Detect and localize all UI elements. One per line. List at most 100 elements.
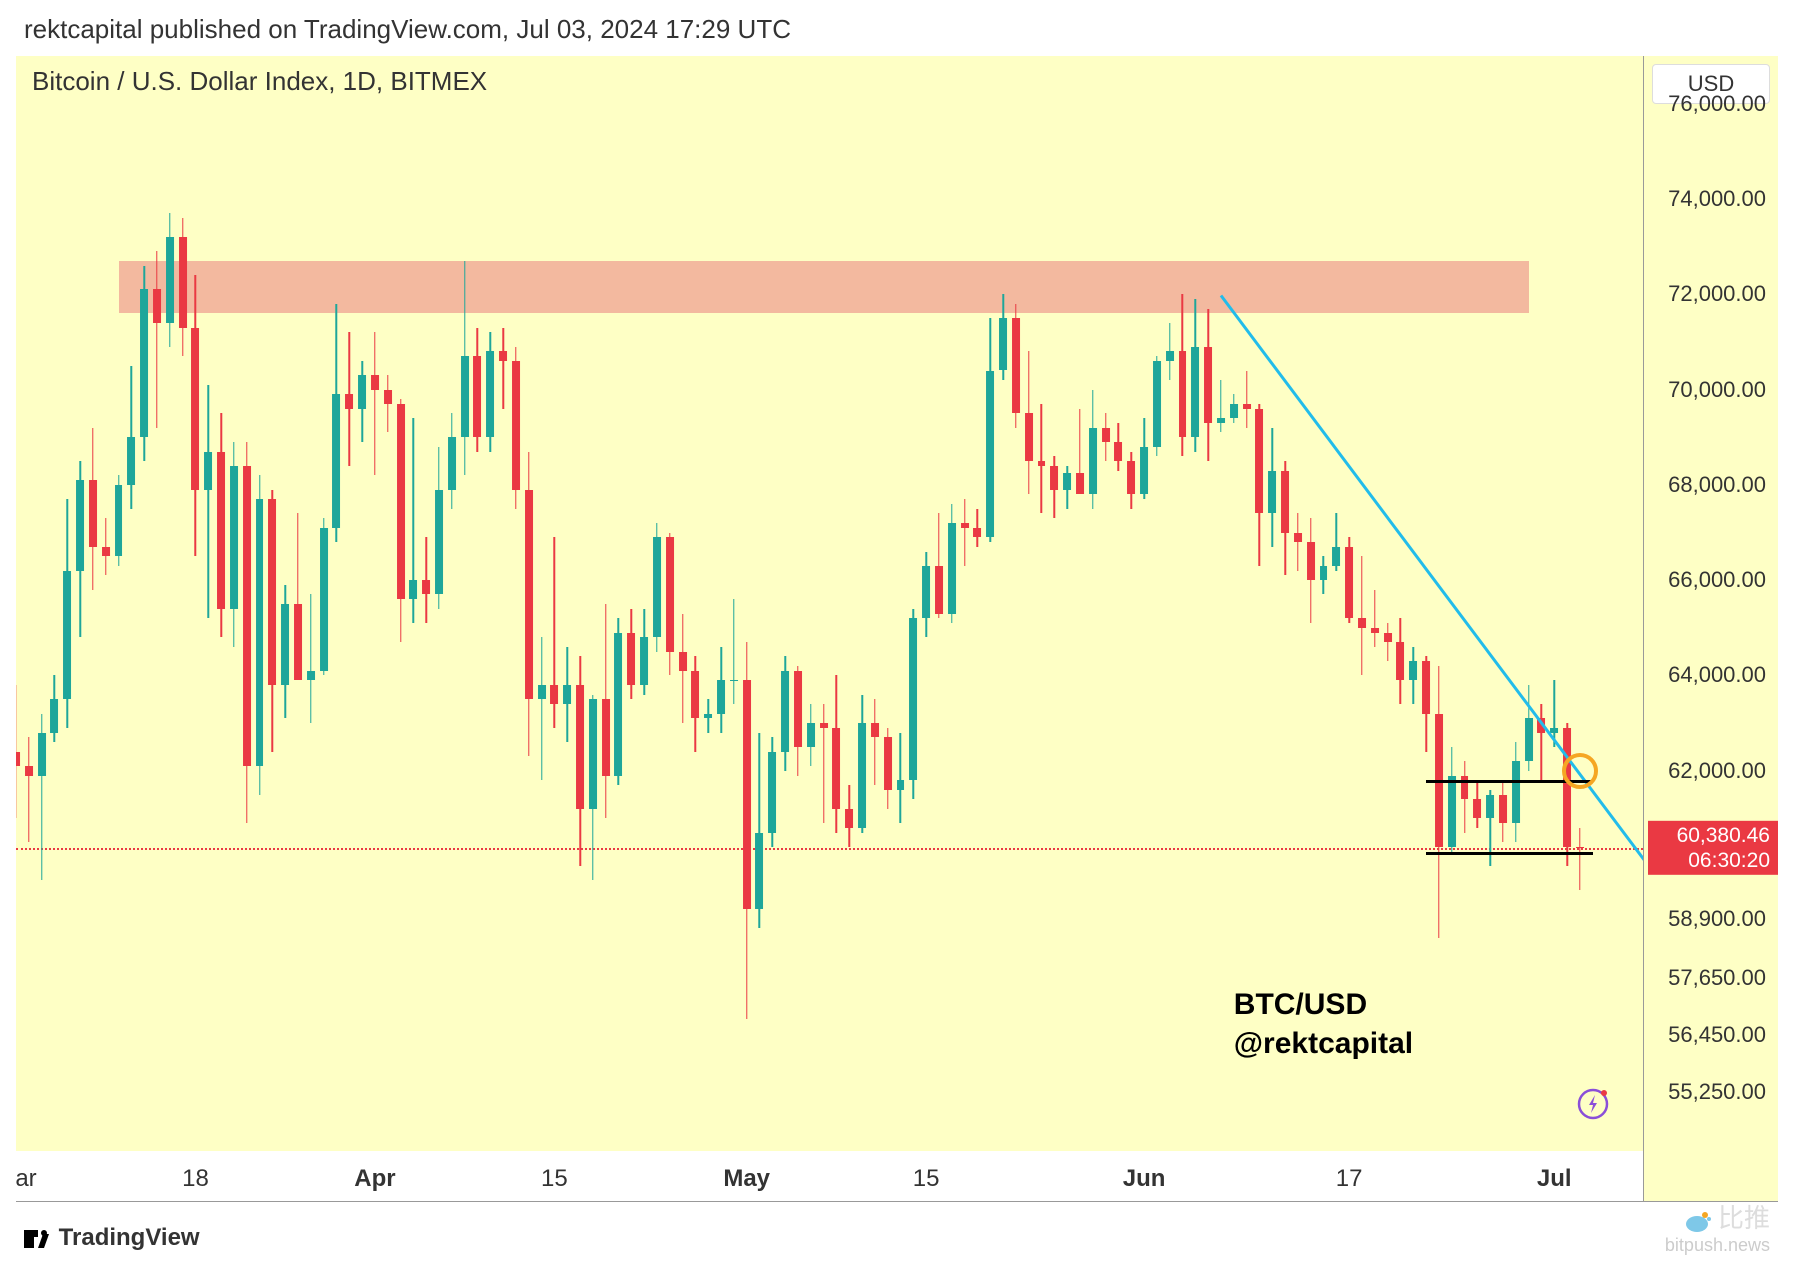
candle bbox=[1102, 56, 1110, 1152]
candle bbox=[1089, 56, 1097, 1152]
candle bbox=[640, 56, 648, 1152]
candle bbox=[102, 56, 110, 1152]
candle bbox=[243, 56, 251, 1152]
candle bbox=[1025, 56, 1033, 1152]
chart-container: Bitcoin / U.S. Dollar Index, 1D, BITMEX … bbox=[16, 56, 1778, 1202]
candle bbox=[345, 56, 353, 1152]
candle bbox=[1217, 56, 1225, 1152]
candle bbox=[256, 56, 264, 1152]
candle bbox=[371, 56, 379, 1152]
candle bbox=[1063, 56, 1071, 1152]
candle bbox=[1435, 56, 1443, 1152]
candle bbox=[1038, 56, 1046, 1152]
candle bbox=[127, 56, 135, 1152]
x-tick-label: 18 bbox=[182, 1165, 209, 1193]
candle bbox=[602, 56, 610, 1152]
candle bbox=[1563, 56, 1571, 1152]
candle bbox=[1127, 56, 1135, 1152]
y-tick-label: 72,000.00 bbox=[1668, 281, 1766, 307]
candle bbox=[461, 56, 469, 1152]
candle bbox=[1486, 56, 1494, 1152]
chart-plot-area[interactable]: Bitcoin / U.S. Dollar Index, 1D, BITMEX … bbox=[16, 56, 1644, 1202]
candle bbox=[922, 56, 930, 1152]
y-tick-label: 68,000.00 bbox=[1668, 472, 1766, 498]
y-tick-label: 55,250.00 bbox=[1668, 1079, 1766, 1105]
candle bbox=[1550, 56, 1558, 1152]
candle bbox=[1179, 56, 1187, 1152]
watermark: 比推 bitpush.news bbox=[1665, 1198, 1770, 1256]
support-line bbox=[1426, 852, 1593, 855]
candle bbox=[166, 56, 174, 1152]
lightning-icon bbox=[1576, 1087, 1610, 1121]
candle bbox=[576, 56, 584, 1152]
candle bbox=[422, 56, 430, 1152]
y-tick-label: 56,450.00 bbox=[1668, 1022, 1766, 1048]
candle bbox=[897, 56, 905, 1152]
candle bbox=[230, 56, 238, 1152]
candle bbox=[615, 56, 623, 1152]
candle bbox=[768, 56, 776, 1152]
candle bbox=[781, 56, 789, 1152]
x-tick-label: Jun bbox=[1123, 1165, 1166, 1193]
candle bbox=[486, 56, 494, 1152]
candle bbox=[217, 56, 225, 1152]
candle bbox=[858, 56, 866, 1152]
candle bbox=[525, 56, 533, 1152]
candle bbox=[76, 56, 84, 1152]
candle bbox=[999, 56, 1007, 1152]
candle bbox=[474, 56, 482, 1152]
candle bbox=[512, 56, 520, 1152]
candle bbox=[691, 56, 699, 1152]
candle bbox=[820, 56, 828, 1152]
candle bbox=[743, 56, 751, 1152]
y-tick-label: 76,000.00 bbox=[1668, 91, 1766, 117]
candle bbox=[25, 56, 33, 1152]
candle bbox=[884, 56, 892, 1152]
tradingview-brand: TradingView bbox=[24, 1224, 200, 1252]
chart-title: Bitcoin / U.S. Dollar Index, 1D, BITMEX bbox=[32, 66, 487, 97]
candle bbox=[550, 56, 558, 1152]
y-axis: USD 76,000.0074,000.0072,000.0070,000.00… bbox=[1644, 56, 1778, 1202]
candle bbox=[961, 56, 969, 1152]
candle bbox=[1576, 56, 1584, 1152]
candle bbox=[358, 56, 366, 1152]
y-tick-label: 74,000.00 bbox=[1668, 186, 1766, 212]
candle bbox=[717, 56, 725, 1152]
candle bbox=[1153, 56, 1161, 1152]
candle bbox=[1525, 56, 1533, 1152]
candle bbox=[16, 56, 20, 1152]
candle bbox=[794, 56, 802, 1152]
candle bbox=[384, 56, 392, 1152]
x-tick-label: May bbox=[723, 1165, 770, 1193]
candle bbox=[653, 56, 661, 1152]
candle bbox=[948, 56, 956, 1152]
y-tick-label: 58,900.00 bbox=[1668, 906, 1766, 932]
y-tick-label: 57,650.00 bbox=[1668, 965, 1766, 991]
x-tick-label: 15 bbox=[541, 1165, 568, 1193]
candle bbox=[909, 56, 917, 1152]
candle bbox=[50, 56, 58, 1152]
candle bbox=[1191, 56, 1199, 1152]
x-tick-label: 15 bbox=[913, 1165, 940, 1193]
x-tick-label: Mar bbox=[16, 1165, 37, 1193]
candle bbox=[448, 56, 456, 1152]
x-tick-label: Apr bbox=[354, 1165, 395, 1193]
candle bbox=[435, 56, 443, 1152]
candle bbox=[333, 56, 341, 1152]
candle bbox=[307, 56, 315, 1152]
candle bbox=[268, 56, 276, 1152]
candle bbox=[563, 56, 571, 1152]
y-tick-label: 64,000.00 bbox=[1668, 662, 1766, 688]
candle bbox=[1422, 56, 1430, 1152]
x-axis: Mar18Apr15May15Jun17Jul bbox=[16, 1151, 1643, 1201]
candle bbox=[666, 56, 674, 1152]
candle bbox=[89, 56, 97, 1152]
chart-annotation: BTC/USD@rektcapital bbox=[1234, 985, 1413, 1063]
current-price-label: 60,380.4606:30:20 bbox=[1648, 821, 1778, 875]
circle-marker bbox=[1562, 753, 1598, 789]
candle bbox=[1140, 56, 1148, 1152]
candle bbox=[1204, 56, 1212, 1152]
candle bbox=[871, 56, 879, 1152]
candle bbox=[807, 56, 815, 1152]
candle bbox=[499, 56, 507, 1152]
